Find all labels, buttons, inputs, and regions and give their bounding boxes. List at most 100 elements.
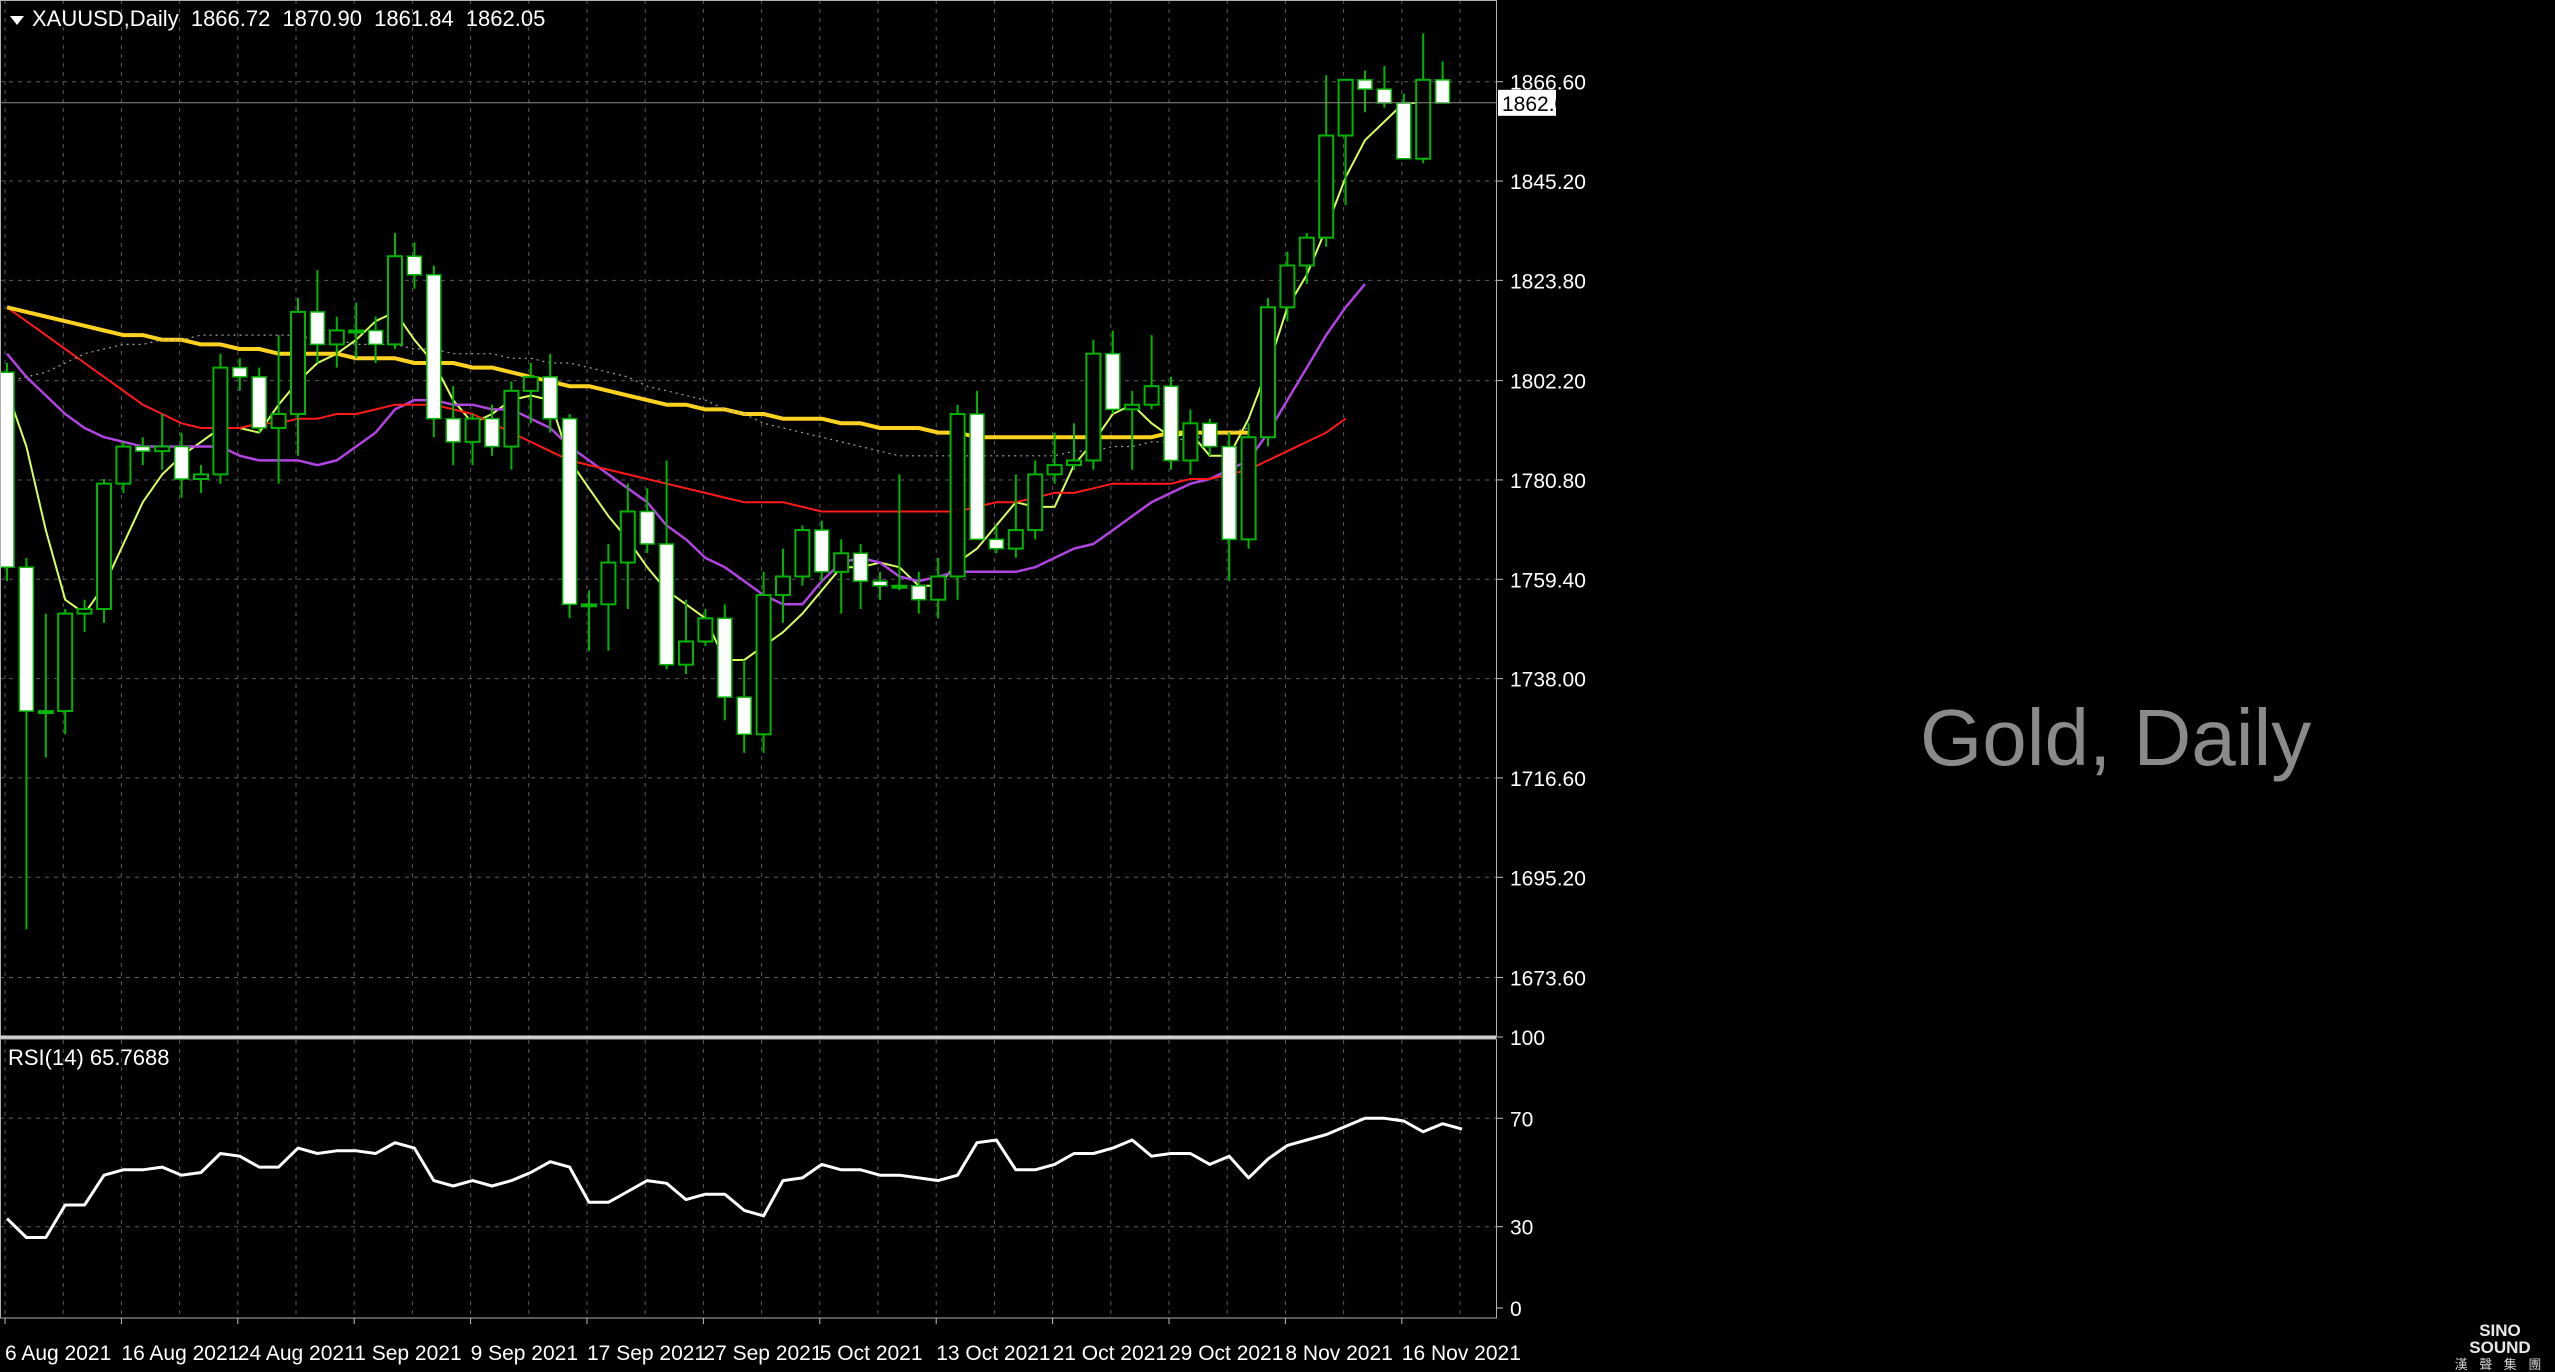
candle-body-bull: [1337, 78, 1354, 137]
date-tick-label: 21 Oct 2021: [1053, 1342, 1167, 1365]
price-tick-label: 1716.60: [1510, 768, 1586, 791]
candle-body-bull: [76, 607, 93, 615]
candle-body-bear: [1396, 102, 1412, 160]
candle-body-bull: [57, 612, 74, 713]
price-tick-label: 1802.20: [1510, 371, 1586, 394]
candle-body-bear: [173, 445, 190, 480]
brand-logo: SINO SOUND 漢 聲 集 團: [2448, 1322, 2552, 1371]
high-value: 1870.90: [282, 6, 363, 31]
candle-body-bear: [1376, 88, 1393, 104]
rsi-tick-label: 100: [1510, 1027, 1545, 1050]
candle-body-bear: [852, 552, 869, 582]
rsi-tick-label: 70: [1510, 1108, 1533, 1131]
candle-body-bull: [1260, 306, 1276, 439]
rsi-panel: [5, 1116, 1463, 1239]
candle-body-bear: [736, 696, 752, 736]
date-tick-label: 24 Aug 2021: [238, 1342, 356, 1365]
candle-body-bear: [658, 543, 675, 666]
candle-body-bull: [949, 413, 966, 578]
rsi-tick-label: 0: [1510, 1298, 1522, 1321]
date-tick-label: 5 Oct 2021: [820, 1342, 923, 1365]
candle-body-bear: [1163, 385, 1179, 462]
candle-body-bull: [1124, 403, 1141, 411]
candle-body-bull: [619, 510, 636, 564]
candle-body-bear: [639, 510, 655, 545]
price-tick-label: 1673.60: [1510, 968, 1586, 991]
rsi-tick-label: 30: [1510, 1217, 1533, 1240]
date-tick-label: 6 Aug 2021: [5, 1342, 111, 1365]
candle-body-bear: [309, 311, 326, 346]
candle-body-bull: [1046, 464, 1063, 476]
candle-body-bull: [1085, 352, 1102, 462]
candle-body-bear: [1105, 352, 1121, 411]
ma_long-line: [6, 305, 1249, 440]
candle-body-bull: [891, 584, 908, 589]
price-panel-frame: [0, 0, 1497, 1037]
candle-body-bull: [115, 445, 132, 485]
candle-body-bear: [251, 376, 267, 429]
date-tick-label: 29 Oct 2021: [1169, 1342, 1283, 1365]
candle-body-bull: [1182, 422, 1199, 462]
ma_mid-line: [6, 283, 1366, 606]
candle-body-bear: [484, 417, 500, 448]
candle-body-bull: [154, 445, 171, 453]
date-tick-label: 1 Sep 2021: [354, 1342, 461, 1365]
candle-body-bull: [775, 575, 791, 597]
price-tick-label: 1695.20: [1510, 867, 1586, 890]
candle-body-bear: [0, 371, 15, 568]
ma_slow-line: [6, 306, 1347, 513]
candle-body-bear: [445, 417, 461, 443]
candle-body-bear: [406, 255, 423, 276]
candle-body-bull: [1415, 78, 1432, 160]
date-tick-label: 9 Sep 2021: [471, 1342, 578, 1365]
candle-body-bull: [37, 710, 54, 715]
candle-body-bull: [1318, 134, 1335, 239]
symbol-name: XAUUSD,Daily: [32, 6, 179, 31]
candle-body-bull: [503, 389, 520, 448]
candle-body-bull: [794, 529, 811, 578]
price-tick-label: 1780.80: [1510, 470, 1586, 493]
candle-body-bull: [678, 640, 694, 666]
candle-body-bull: [348, 329, 365, 334]
candle-body-bull: [581, 603, 597, 608]
price-tick-label: 1759.40: [1510, 569, 1586, 592]
rsi-line: [5, 1116, 1463, 1239]
price-tick-label: 1866.60: [1510, 72, 1586, 95]
current-price-box: [1498, 89, 1556, 116]
candle-body-bull: [1027, 473, 1044, 532]
candle-body-bull: [1143, 385, 1160, 406]
candle-body-bull: [833, 552, 850, 573]
candle-body-bull: [193, 473, 209, 481]
date-tick-label: 8 Nov 2021: [1285, 1342, 1392, 1365]
candle-body-bull: [1066, 459, 1082, 467]
logo-line1: SINO SOUND: [2469, 1321, 2531, 1357]
candle-body-bear: [969, 413, 985, 541]
chart-axes: 1866.60 1845.20 1823.80 1802.20 1780.80 1759.…: [0, 0, 1586, 1365]
price-tick-label: 1845.20: [1510, 171, 1586, 194]
candle-body-bear: [561, 417, 578, 606]
candle-body-bull: [212, 366, 229, 476]
candle-body-bull: [522, 375, 539, 392]
candle-body-bull: [387, 255, 403, 346]
collapse-triangle-icon[interactable]: [10, 15, 24, 25]
candle-body-bear: [1202, 422, 1218, 448]
rsi-label: RSI(14) 65.7688: [8, 1045, 170, 1070]
low-value: 1861.84: [374, 6, 454, 31]
date-tick-label: 13 Oct 2021: [936, 1342, 1050, 1365]
candle-body-bull: [464, 417, 481, 443]
candle-body-bull: [328, 329, 345, 346]
candle-body-bear: [988, 538, 1005, 550]
price-tick-label: 1738.00: [1510, 669, 1586, 692]
candle-body-bear: [232, 366, 248, 378]
candle-body-bull: [755, 594, 772, 736]
date-tick-label: 17 Sep 2021: [587, 1342, 706, 1365]
chart-grid: [0, 0, 1496, 1318]
open-value: 1866.72: [190, 6, 271, 31]
candle-body-bull: [1007, 529, 1024, 550]
candle-body-bull: [290, 310, 306, 416]
chart-watermark: Gold, Daily: [1920, 693, 2312, 782]
candle-body-bear: [367, 329, 384, 346]
price-tick-label: 1823.80: [1510, 270, 1586, 293]
candle-body-bear: [814, 529, 830, 573]
